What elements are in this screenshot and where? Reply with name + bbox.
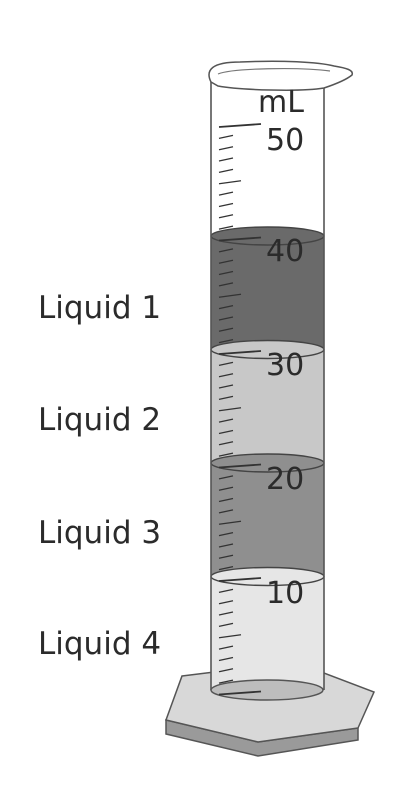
unit-label: mL: [258, 85, 304, 120]
scale-ticks: [218, 123, 262, 696]
minor-tick: [218, 180, 242, 185]
minor-tick: [218, 168, 234, 174]
major-tick: [218, 350, 262, 355]
minor-tick: [218, 395, 234, 401]
liquid-label-2: Liquid 2: [38, 402, 161, 438]
minor-tick: [218, 282, 234, 287]
liquid-label-1: Liquid 1: [38, 290, 161, 326]
minor-tick: [218, 656, 234, 662]
minor-tick: [218, 497, 234, 503]
minor-tick: [218, 157, 234, 162]
scale-label-10: 10: [266, 576, 304, 611]
minor-tick: [218, 543, 234, 548]
minor-tick: [218, 418, 234, 423]
minor-tick: [218, 225, 234, 230]
minor-tick: [218, 566, 234, 571]
minor-tick: [218, 361, 234, 366]
scale-label-50: 50: [266, 123, 304, 158]
major-tick: [218, 463, 262, 469]
minor-tick: [218, 191, 234, 196]
tube-bottom: [210, 679, 324, 701]
tube-rim: [208, 60, 354, 91]
minor-tick: [218, 531, 234, 537]
major-tick: [218, 236, 262, 242]
liquid-layers: [210, 226, 325, 699]
major-tick: [218, 123, 262, 128]
minor-tick: [218, 486, 234, 491]
minor-tick: [218, 293, 242, 298]
minor-tick: [218, 259, 234, 264]
scale-label-30: 30: [266, 348, 304, 383]
minor-tick: [218, 202, 234, 208]
minor-tick: [218, 384, 234, 389]
liquid-layer-1: [210, 226, 325, 359]
liquid-layer-body: [211, 236, 324, 359]
minor-tick: [218, 146, 234, 151]
minor-tick: [218, 520, 242, 525]
liquid-label-4: Liquid 4: [38, 626, 161, 662]
major-tick: [218, 577, 262, 582]
scale-label-40: 40: [266, 234, 304, 269]
minor-tick: [218, 475, 234, 480]
minor-tick: [218, 339, 234, 344]
minor-tick: [218, 679, 234, 684]
minor-tick: [218, 622, 234, 628]
major-tick: [218, 690, 262, 696]
liquid-layer-3: [210, 453, 325, 586]
scale-labels: mL 50 40 30 20 10: [258, 85, 304, 611]
minor-tick: [218, 634, 242, 639]
liquid-layer-body: [211, 463, 324, 586]
minor-tick: [218, 554, 234, 559]
minor-tick: [218, 600, 234, 605]
minor-tick: [218, 327, 234, 332]
minor-tick: [218, 304, 234, 310]
minor-tick: [218, 407, 242, 412]
minor-tick: [218, 441, 234, 446]
minor-tick: [218, 248, 234, 253]
minor-tick: [218, 270, 234, 276]
liquid-labels: Liquid 1 Liquid 2 Liquid 3 Liquid 4: [38, 290, 161, 662]
scale-label-20: 20: [266, 462, 304, 497]
minor-tick: [218, 611, 234, 616]
minor-tick: [218, 668, 234, 673]
minor-tick: [218, 645, 234, 650]
liquid-layer-body: [211, 349, 324, 473]
minor-tick: [218, 134, 234, 139]
liquid-label-3: Liquid 3: [38, 515, 161, 551]
minor-tick: [218, 509, 234, 514]
cylinder-tube: [208, 60, 354, 701]
minor-tick: [218, 316, 234, 321]
minor-tick: [218, 373, 234, 378]
tube-rim-inner: [217, 68, 331, 75]
minor-tick: [218, 452, 234, 457]
minor-tick: [218, 588, 234, 593]
liquid-layer-body: [211, 576, 324, 699]
minor-tick: [218, 214, 234, 219]
minor-tick: [218, 429, 234, 435]
